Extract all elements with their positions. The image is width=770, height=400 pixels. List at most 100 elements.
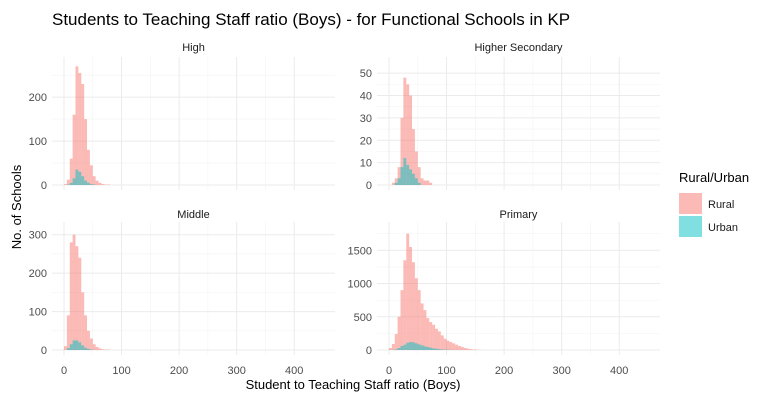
bar-rural bbox=[417, 167, 421, 185]
y-tick-label: 30 bbox=[360, 113, 372, 125]
bar-urban bbox=[417, 182, 421, 185]
facet-strip-label: Primary bbox=[500, 209, 538, 221]
y-tick-label: 50 bbox=[360, 68, 372, 80]
bar-rural bbox=[458, 346, 461, 350]
bar-rural bbox=[455, 344, 459, 350]
bar-urban bbox=[435, 348, 438, 350]
bar-urban bbox=[400, 167, 404, 185]
bar-urban bbox=[426, 347, 430, 350]
bar-urban bbox=[66, 348, 70, 350]
bar-rural bbox=[420, 303, 424, 350]
bar-rural bbox=[89, 338, 93, 350]
bar-urban bbox=[403, 158, 407, 185]
bar-rural bbox=[81, 292, 85, 350]
legend-key-rural bbox=[679, 193, 702, 214]
bar-rural bbox=[463, 348, 467, 350]
bar-rural bbox=[426, 318, 430, 350]
bar-urban bbox=[412, 173, 415, 185]
y-tick-label: 200 bbox=[29, 92, 47, 104]
bar-rural bbox=[412, 129, 415, 185]
legend-key-urban bbox=[679, 216, 702, 237]
bar-rural bbox=[389, 348, 392, 350]
bar-rural bbox=[400, 290, 404, 350]
bar-rural bbox=[406, 84, 410, 185]
bar-rural bbox=[87, 149, 90, 185]
y-tick-label: 200 bbox=[29, 268, 47, 280]
bar-urban bbox=[78, 342, 82, 350]
bar-rural bbox=[69, 242, 73, 351]
bar-urban bbox=[414, 178, 418, 185]
bar-rural bbox=[98, 182, 102, 185]
bar-rural bbox=[460, 347, 464, 350]
bar-rural bbox=[64, 346, 67, 350]
y-tick-label: 500 bbox=[354, 312, 372, 324]
bar-urban bbox=[87, 348, 90, 350]
bar-rural bbox=[414, 278, 418, 350]
bar-rural bbox=[409, 246, 413, 350]
x-tick-label: 400 bbox=[285, 365, 303, 377]
bar-rural bbox=[84, 315, 88, 350]
bar-rural bbox=[81, 83, 85, 185]
bar-urban bbox=[406, 342, 410, 350]
bar-rural bbox=[72, 234, 76, 350]
bar-urban bbox=[397, 178, 401, 185]
bar-urban bbox=[89, 184, 93, 185]
bar-rural bbox=[435, 328, 438, 350]
bar-urban bbox=[406, 164, 410, 185]
facet-strip-label: Higher Secondary bbox=[474, 42, 563, 54]
bar-rural bbox=[426, 180, 430, 185]
bar-rural bbox=[397, 316, 401, 350]
bar-rural bbox=[472, 349, 476, 350]
bar-rural bbox=[414, 151, 418, 185]
bar-rural bbox=[75, 246, 79, 350]
bar-urban bbox=[412, 342, 415, 350]
bar-urban bbox=[420, 345, 424, 350]
bar-rural bbox=[432, 324, 436, 350]
bar-rural bbox=[101, 349, 105, 350]
bar-urban bbox=[400, 346, 404, 350]
x-tick-label: 200 bbox=[495, 365, 513, 377]
bar-urban bbox=[403, 344, 407, 350]
x-axis-title: Student to Teaching Staff ratio (Boys) bbox=[246, 377, 461, 392]
y-tick-label: 0 bbox=[41, 180, 47, 192]
bar-rural bbox=[412, 262, 415, 350]
y-tick-label: 0 bbox=[366, 345, 372, 357]
y-tick-label: 10 bbox=[360, 158, 372, 170]
bar-urban bbox=[75, 169, 79, 186]
bar-rural bbox=[87, 330, 90, 350]
bar-rural bbox=[417, 290, 421, 350]
bar-rural bbox=[95, 180, 99, 185]
y-tick-label: 40 bbox=[360, 91, 372, 103]
chart-title: Students to Teaching Staff ratio (Boys) … bbox=[52, 10, 570, 29]
bar-rural bbox=[406, 233, 410, 350]
bar-rural bbox=[69, 158, 73, 185]
bar-urban bbox=[84, 180, 88, 185]
x-tick-label: 100 bbox=[112, 365, 130, 377]
y-tick-label: 100 bbox=[29, 136, 47, 148]
panels-layer: High 0 100 200 Higher Secondary 0 10 20 30 40 50 Mi… bbox=[29, 42, 660, 377]
bar-rural bbox=[75, 66, 79, 185]
bar-urban bbox=[75, 340, 79, 350]
x-tick-label: 100 bbox=[437, 365, 455, 377]
bar-urban bbox=[417, 344, 421, 350]
bar-urban bbox=[432, 348, 436, 350]
bar-rural bbox=[394, 178, 398, 185]
y-tick-label: 1500 bbox=[348, 245, 372, 257]
bar-urban bbox=[87, 182, 90, 185]
legend-label-urban: Urban bbox=[708, 222, 738, 234]
bar-rural bbox=[400, 117, 404, 185]
x-tick-label: 0 bbox=[61, 365, 67, 377]
bar-urban bbox=[397, 348, 401, 350]
bar-rural bbox=[403, 77, 407, 185]
x-tick-label: 300 bbox=[227, 365, 245, 377]
bar-rural bbox=[89, 165, 93, 185]
bar-rural bbox=[423, 180, 427, 185]
legend-title: Rural/Urban bbox=[679, 170, 749, 185]
bar-urban bbox=[409, 342, 413, 350]
bar-rural bbox=[72, 114, 76, 185]
bar-rural bbox=[466, 348, 470, 350]
bar-rural bbox=[397, 167, 401, 185]
bar-urban bbox=[414, 343, 418, 350]
bar-urban bbox=[440, 349, 444, 350]
bar-rural bbox=[429, 322, 433, 350]
